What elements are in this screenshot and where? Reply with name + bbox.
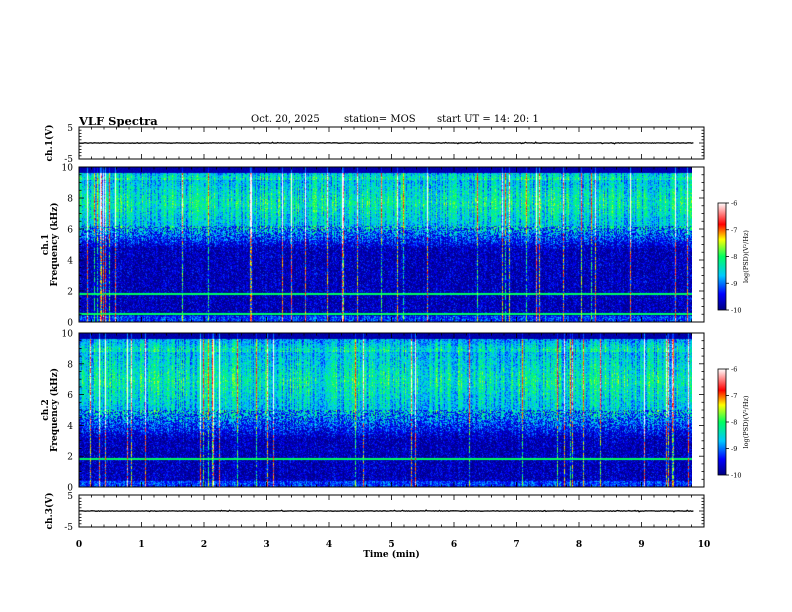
colorbar-ch2 (717, 368, 727, 476)
y-tick-label-ch1: 10 (62, 164, 74, 174)
spectrogram-image-ch2 (79, 333, 692, 487)
y-tick-label-ch2: 8 (67, 360, 73, 370)
colorbar-tick-label: -10 (731, 472, 741, 480)
y-tick-label-ch2: 10 (62, 330, 74, 340)
y-tick-label-ch2: 2 (67, 453, 73, 463)
y-tick-label-ch1: 6 (67, 226, 73, 236)
start-time-label: start UT = 14: 20: 1 (437, 114, 539, 125)
spectrogram-image-ch1 (79, 167, 692, 322)
x-tick-label: 8 (576, 540, 582, 550)
x-tick-label: 10 (698, 540, 711, 550)
y-tick-label-ch2: 4 (67, 422, 73, 432)
y-tick-label-ch1: 0 (67, 319, 73, 329)
x-axis-label: Time (min) (363, 549, 420, 560)
y-tick-label-ch1: 2 (67, 288, 73, 298)
y-tick-label-ch1: 5 (67, 124, 73, 134)
y-tick-label-ch3: -5 (64, 523, 73, 533)
colorbar-tick-label: -8 (731, 419, 737, 427)
colorbar-tick-label: -9 (731, 280, 737, 288)
colorbar-tick-label: -6 (731, 366, 737, 374)
colorbar-tick-label: -8 (731, 253, 737, 261)
station-label: station= MOS (344, 114, 416, 125)
x-tick-label: 1 (138, 540, 144, 550)
x-tick-label: 6 (451, 540, 457, 550)
colorbar-tick-label: -7 (731, 392, 737, 400)
x-tick-label: 5 (388, 540, 394, 550)
y-tick-label-ch1: 8 (67, 195, 73, 205)
colorbar-tick-label: -6 (731, 200, 737, 208)
y-tick-label-ch1: -5 (64, 155, 73, 165)
colorbar-label-ch2: log(PSD)(V²/Hz) (742, 395, 750, 448)
y-tick-label-ch2: 0 (67, 484, 73, 494)
date-label: Oct. 20, 2025 (251, 114, 320, 125)
frequency-axis-label-ch1: Frequency (kHz) (49, 202, 60, 286)
x-tick-label: 3 (263, 540, 269, 550)
x-tick-label: 9 (638, 540, 644, 550)
waveform-line-ch3 (78, 509, 694, 513)
x-tick-label: 2 (201, 540, 207, 550)
channel-label-ch2: ch.2 (41, 399, 51, 420)
waveform-line-ch1 (78, 141, 694, 145)
y-tick-label-ch2: 6 (67, 391, 73, 401)
waveform-axis-label-ch1: ch.1(V) (44, 125, 55, 162)
colorbar-tick-label: -7 (731, 226, 737, 234)
figure-title: VLF Spectra (79, 114, 158, 128)
colorbar-ch1 (717, 202, 727, 311)
colorbar-label-ch1: log(PSD)(V²/Hz) (742, 230, 750, 283)
colorbar-tick-label: -9 (731, 445, 737, 453)
x-tick-label: 4 (326, 540, 332, 550)
y-tick-label-ch1: 4 (67, 257, 73, 267)
x-tick-label: 7 (513, 540, 519, 550)
x-tick-label: 0 (76, 540, 82, 550)
waveform-axis-label-ch3: ch.3(V) (44, 493, 55, 530)
frequency-axis-label-ch2: Frequency (kHz) (49, 368, 60, 452)
y-tick-label-ch3: 5 (67, 492, 73, 502)
colorbar-tick-label: -10 (731, 307, 741, 315)
channel-label-ch1: ch.1 (41, 234, 51, 255)
